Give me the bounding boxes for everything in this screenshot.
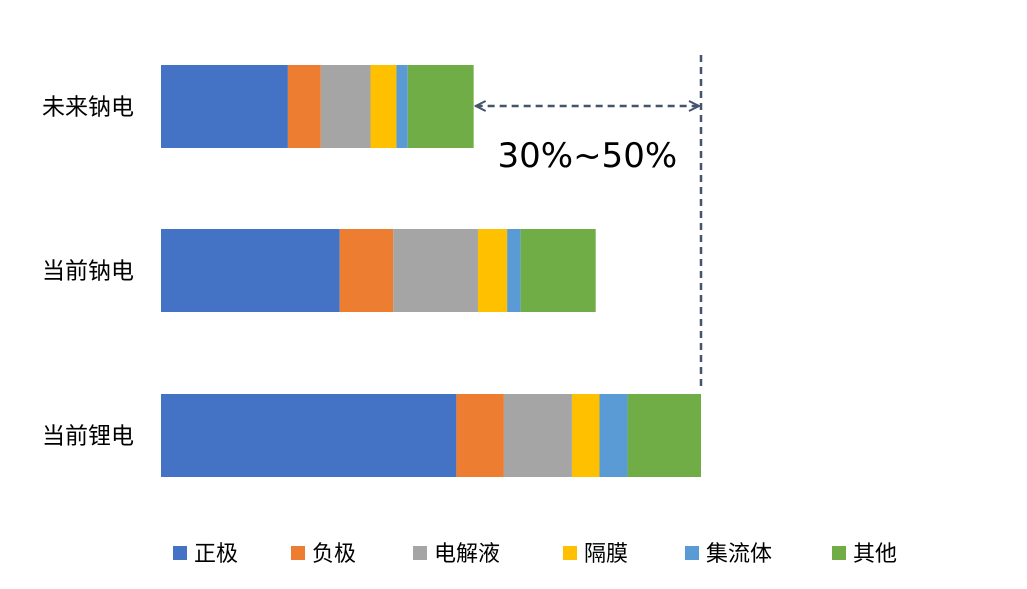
legend-swatch	[173, 546, 187, 560]
legend-item: 隔膜	[563, 542, 628, 567]
legend-label: 集流体	[706, 542, 772, 567]
annotation: 30%~50%	[476, 55, 703, 390]
bar-segment	[407, 65, 474, 148]
bar-segment	[161, 394, 457, 477]
legend-item: 其他	[832, 542, 897, 567]
legend-label: 负极	[312, 542, 356, 567]
legend-label: 电解液	[434, 542, 500, 567]
legend-label: 正极	[194, 542, 238, 567]
legend-item: 电解液	[413, 542, 500, 567]
bar-segment	[599, 394, 628, 477]
bar-segment	[161, 65, 288, 148]
legend-label: 其他	[853, 542, 897, 567]
legend-swatch	[563, 546, 577, 560]
legend-swatch	[291, 546, 305, 560]
bar-segment	[320, 65, 371, 148]
category-label: 当前钠电	[42, 259, 134, 285]
legend-label: 隔膜	[584, 542, 628, 567]
legend-swatch	[413, 546, 427, 560]
bar-segment	[339, 229, 394, 312]
bar-segment	[507, 229, 521, 312]
bar-segment	[520, 229, 596, 312]
difference-annotation: 30%~50%	[498, 136, 678, 176]
legend: 正极 负极 电解液 隔膜 集流体 其他	[173, 542, 897, 567]
legend-item: 正极	[173, 542, 238, 567]
bar-segment	[370, 65, 397, 148]
category-label: 当前锂电	[42, 424, 134, 450]
legend-swatch	[832, 546, 846, 560]
bar-segment	[627, 394, 701, 477]
bar-segment	[456, 394, 504, 477]
bar-segment	[393, 229, 478, 312]
bar-segment	[161, 229, 340, 312]
legend-item: 负极	[291, 542, 356, 567]
legend-item: 集流体	[685, 542, 772, 567]
bar-segment	[571, 394, 600, 477]
bars-layer	[161, 65, 701, 477]
bar-segment	[287, 65, 321, 148]
bar-segment	[396, 65, 408, 148]
legend-swatch	[685, 546, 699, 560]
category-label: 未来钠电	[42, 95, 134, 121]
bar-segment	[477, 229, 508, 312]
bar-segment	[503, 394, 572, 477]
